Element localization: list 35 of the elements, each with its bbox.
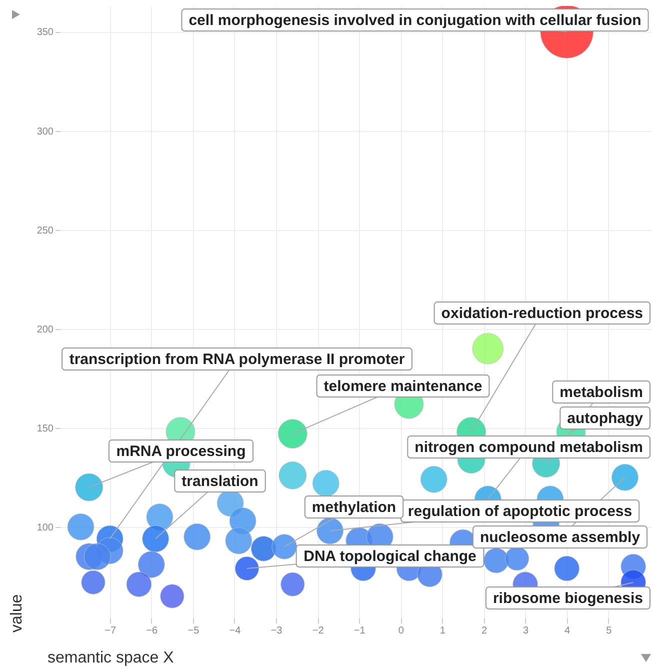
- x-tick-label: −5: [188, 626, 200, 636]
- annotation: nitrogen compound metabolism: [414, 439, 643, 456]
- annotation: oxidation-reduction process: [441, 305, 644, 322]
- annotation: ribosome biogenesis: [492, 590, 644, 607]
- y-tick-label: 200: [36, 324, 54, 336]
- x-tick-label: 2: [481, 626, 488, 636]
- annotation: regulation of apoptotic process: [408, 503, 632, 520]
- x-axis-title: semantic space X: [48, 650, 174, 666]
- annotation: autophagy: [567, 410, 644, 427]
- annotation: metabolism: [560, 384, 643, 401]
- annotation: nucleosome assembly: [480, 529, 641, 546]
- annotation: mRNA processing: [116, 443, 246, 460]
- x-tick-label: −6: [146, 626, 158, 636]
- x-tick-label: 3: [523, 626, 530, 636]
- x-tick-label: −3: [270, 626, 283, 636]
- x-tick-label: 0: [398, 626, 404, 636]
- x-tick-label: −1: [354, 626, 366, 636]
- y-tick-label: 100: [36, 522, 54, 534]
- annotation: transcription from RNA polymerase II promoter: [69, 351, 405, 368]
- x-tick-label: 5: [606, 626, 612, 636]
- annotation: translation: [182, 473, 258, 490]
- annotation: DNA topological change: [304, 548, 476, 565]
- y-axis-title: value: [8, 594, 26, 632]
- x-tick-label: 1: [440, 626, 446, 636]
- x-tick-label: −4: [229, 626, 242, 636]
- y-tick-label: 350: [36, 27, 54, 38]
- x-tick-label: 4: [564, 626, 571, 636]
- y-tick-label: 250: [36, 225, 54, 236]
- annotation: telomere maintenance: [324, 378, 482, 395]
- annotation: methylation: [312, 499, 396, 516]
- x-tick-label: −7: [104, 626, 116, 636]
- y-tick-label: 300: [36, 126, 54, 138]
- annotation: cell morphogenesis involved in conjugation with cellular fusion: [188, 12, 642, 29]
- x-tick-label: −2: [312, 626, 324, 636]
- y-tick-label: 150: [36, 423, 54, 434]
